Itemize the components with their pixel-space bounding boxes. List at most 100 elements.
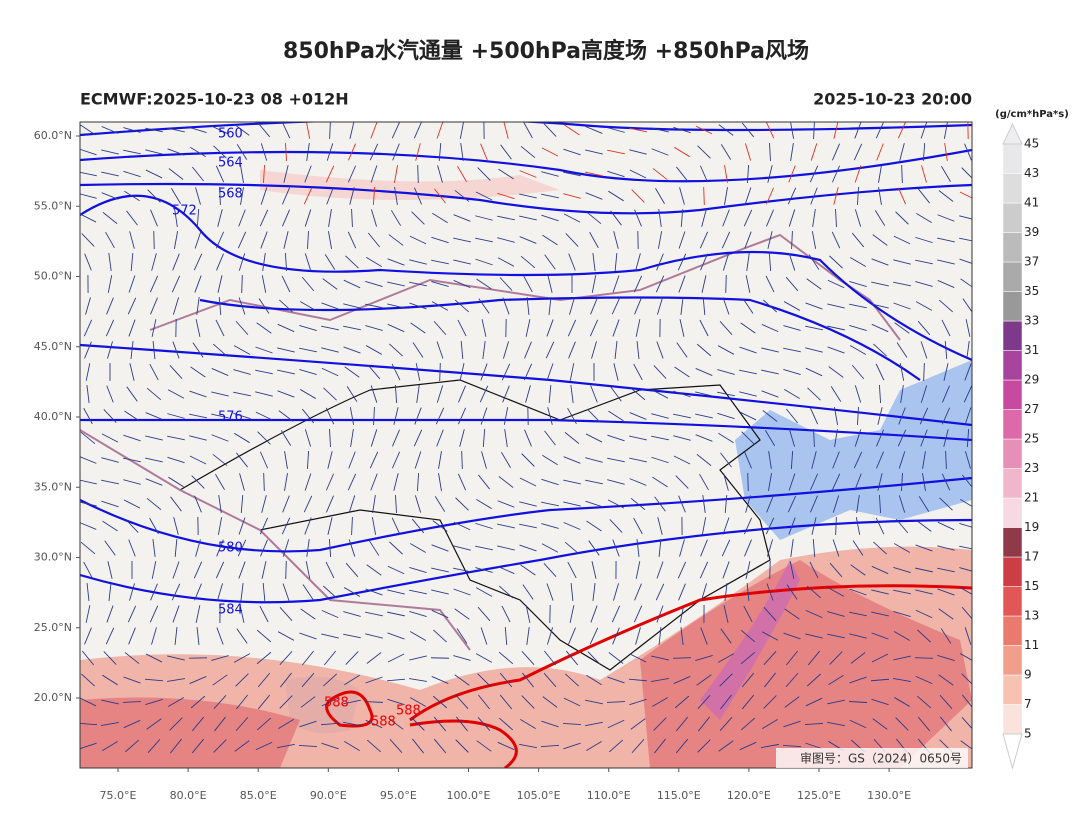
barb [387, 565, 405, 575]
barb [84, 627, 92, 645]
barb [656, 297, 664, 315]
barb [937, 214, 955, 222]
barb [108, 583, 112, 601]
barb [459, 122, 464, 139]
barb [630, 387, 646, 401]
barb [502, 385, 510, 403]
barb [519, 523, 537, 529]
barb [586, 211, 602, 225]
barb [634, 297, 642, 315]
barb [745, 275, 751, 293]
barb [563, 456, 581, 464]
barb [922, 142, 926, 162]
barb [454, 190, 470, 202]
barb [370, 385, 378, 403]
barb [782, 744, 802, 748]
barb [607, 170, 625, 178]
barb [895, 211, 909, 225]
barb [629, 478, 647, 486]
barb [700, 539, 708, 557]
barb [304, 429, 312, 447]
barb [717, 345, 735, 355]
barb [871, 589, 889, 595]
barb [701, 517, 707, 535]
barb [651, 456, 669, 464]
barb [218, 296, 222, 316]
barb [80, 501, 97, 507]
barb [123, 127, 141, 133]
barb [499, 277, 513, 291]
barb [857, 406, 859, 426]
barb [893, 281, 911, 287]
barb [744, 451, 752, 469]
barb [519, 193, 537, 199]
barb [676, 166, 688, 182]
barb [541, 543, 559, 553]
barb [747, 472, 749, 492]
barb [717, 412, 735, 420]
barb [277, 743, 295, 749]
barb [129, 583, 135, 601]
barb [124, 652, 140, 664]
barb [744, 231, 752, 249]
barb [476, 278, 492, 290]
barb [102, 520, 118, 532]
barb [475, 258, 493, 266]
barb [195, 319, 201, 337]
barb [937, 567, 955, 573]
colorbar-segment [1002, 143, 1023, 174]
barb [300, 608, 316, 620]
barb [915, 589, 933, 595]
barb [651, 127, 669, 133]
barb [563, 522, 581, 530]
barb [372, 495, 376, 513]
barb [564, 124, 580, 136]
barb [255, 411, 273, 421]
barb [634, 209, 642, 227]
barb [261, 275, 267, 293]
barb [410, 322, 426, 334]
barb [475, 653, 493, 663]
barb [653, 717, 667, 731]
barb [966, 428, 970, 448]
barb [695, 655, 713, 661]
barb [371, 517, 377, 535]
barb [808, 254, 820, 270]
barb [365, 588, 383, 596]
barb [212, 343, 228, 357]
barb [657, 231, 663, 249]
barb [169, 717, 183, 731]
barb [812, 538, 816, 558]
valid-time: 2025-10-23 20:00 [813, 90, 972, 109]
lon-label: 95.0°E [380, 789, 417, 802]
barb [282, 187, 290, 205]
barb [299, 369, 317, 375]
barb [526, 297, 530, 315]
barb [585, 500, 603, 508]
wind-barbs [80, 122, 972, 754]
barb [591, 341, 597, 359]
barb [85, 363, 91, 381]
barb [284, 451, 288, 469]
barb [568, 341, 576, 359]
barb [717, 369, 735, 375]
barb [457, 407, 467, 425]
barb [939, 694, 953, 710]
barb [915, 259, 933, 265]
barb [565, 673, 579, 687]
barb [895, 518, 909, 534]
barb [431, 281, 449, 287]
barb [570, 582, 574, 602]
barb [937, 259, 955, 265]
barb [741, 431, 755, 445]
barb [453, 567, 471, 573]
barb [299, 347, 317, 353]
barb [389, 343, 403, 357]
barb [809, 407, 819, 425]
barb [431, 609, 449, 619]
barb [585, 192, 603, 200]
barb [240, 165, 244, 183]
barb [261, 495, 267, 513]
barb [392, 429, 400, 447]
barb [915, 609, 933, 619]
